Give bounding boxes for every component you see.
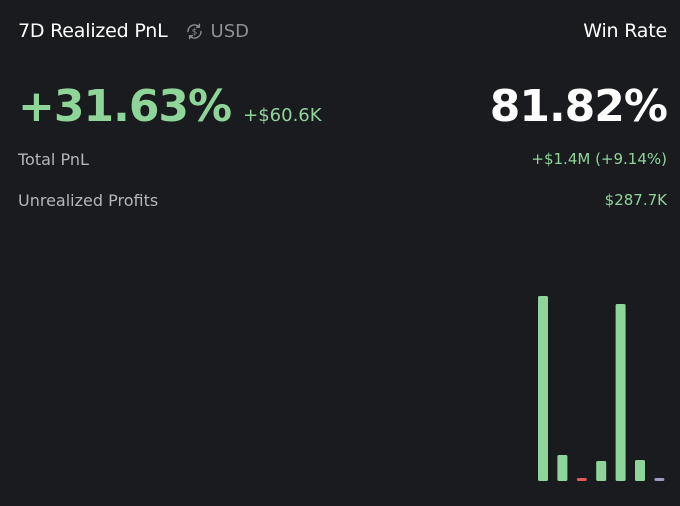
currency-toggle[interactable]: $ USD	[184, 21, 249, 42]
win-rate-value: 81.82%	[489, 80, 668, 132]
card-header: 7D Realized PnL $ USD Win Rate	[18, 16, 667, 46]
total-pnl-label: Total PnL	[18, 149, 89, 169]
card-title: 7D Realized PnL	[18, 20, 168, 42]
total-pnl-row: Total PnL +$1.4M (+9.14%)	[18, 147, 667, 171]
metrics-row: +31.63% +$60.6K 81.82%	[18, 78, 668, 134]
unrealized-profits-value: $287.7K	[604, 191, 667, 209]
chart-bar-2[interactable]	[557, 455, 568, 481]
unrealized-profits-row: Unrealized Profits $287.7K	[18, 188, 667, 212]
svg-text:$: $	[191, 27, 197, 37]
chart-bar-7[interactable]	[654, 478, 665, 481]
chart-bar-3[interactable]	[576, 478, 587, 481]
realized-pnl-amount: +$60.6K	[243, 104, 322, 126]
chart-bar-5[interactable]	[615, 304, 626, 481]
unrealized-profits-label: Unrealized Profits	[18, 190, 159, 210]
total-pnl-value: +$1.4M (+9.14%)	[531, 150, 667, 168]
dollar-cycle-icon: $	[186, 23, 202, 39]
currency-label: USD	[210, 20, 249, 42]
daily-pnl-chart	[538, 296, 665, 481]
chart-bar-1[interactable]	[538, 296, 548, 481]
realized-pnl-percent: +31.63%	[18, 80, 232, 132]
chart-bar-4[interactable]	[596, 461, 607, 481]
realized-pnl: +31.63% +$60.6K	[18, 81, 322, 132]
win-rate-label: Win Rate	[583, 20, 667, 42]
chart-bar-6[interactable]	[635, 460, 645, 481]
header-left: 7D Realized PnL $ USD	[18, 20, 249, 42]
